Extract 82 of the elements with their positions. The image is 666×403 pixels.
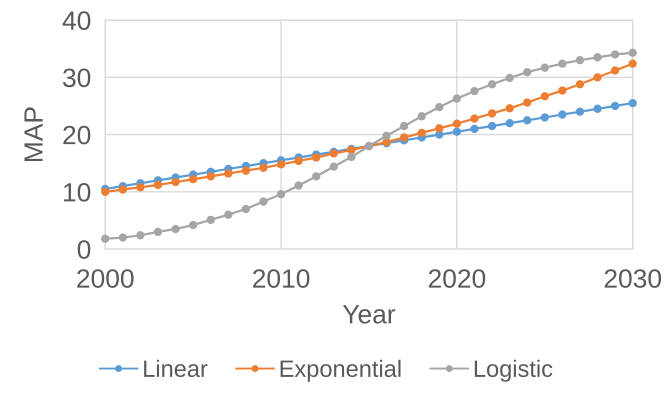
point xyxy=(628,59,637,68)
y-tick-label: 0 xyxy=(78,240,90,259)
point xyxy=(540,92,549,100)
point xyxy=(558,110,567,119)
point xyxy=(576,108,584,116)
point xyxy=(312,153,320,162)
point xyxy=(488,80,496,88)
point xyxy=(505,118,514,128)
point xyxy=(259,197,268,206)
point xyxy=(610,102,620,110)
point xyxy=(382,132,391,140)
point xyxy=(259,164,268,172)
point xyxy=(593,73,602,82)
point xyxy=(452,128,462,136)
point xyxy=(505,74,514,82)
x-tick-label: 2030 xyxy=(604,269,662,288)
point xyxy=(523,68,532,76)
legend-label: Exponential xyxy=(280,360,400,382)
y-tick-label: 20 xyxy=(63,126,90,144)
point xyxy=(188,175,198,184)
point xyxy=(294,181,303,190)
point xyxy=(452,120,462,128)
point xyxy=(593,53,602,62)
y-axis-title: MAP xyxy=(24,107,43,162)
point xyxy=(610,50,620,59)
x-tick-label: 2010 xyxy=(253,269,310,288)
point xyxy=(540,113,549,122)
point xyxy=(558,59,567,68)
point xyxy=(488,109,496,118)
point xyxy=(488,122,496,130)
point xyxy=(206,216,215,224)
point xyxy=(558,86,567,95)
y-tick-label: 40 xyxy=(62,11,90,30)
point xyxy=(294,156,303,166)
point xyxy=(576,56,584,64)
point xyxy=(312,172,320,181)
point xyxy=(136,183,145,192)
point xyxy=(347,152,356,162)
point xyxy=(540,63,549,72)
y-tick-label: 10 xyxy=(64,182,90,202)
point xyxy=(418,112,426,120)
point xyxy=(628,48,637,57)
point xyxy=(242,166,250,175)
legend-label: Logistic xyxy=(474,360,552,382)
point xyxy=(154,228,162,236)
point xyxy=(435,124,444,132)
point xyxy=(242,204,250,214)
point xyxy=(188,220,198,230)
point xyxy=(470,124,479,134)
point xyxy=(171,224,180,234)
point xyxy=(171,178,180,186)
point xyxy=(224,169,232,178)
point xyxy=(276,190,286,198)
point xyxy=(101,188,110,196)
point xyxy=(593,104,602,114)
point xyxy=(154,180,162,190)
point xyxy=(628,98,637,108)
point xyxy=(576,80,584,88)
point xyxy=(224,210,232,219)
point xyxy=(400,133,408,142)
point xyxy=(118,233,127,242)
point xyxy=(523,116,532,124)
point xyxy=(505,104,514,112)
point xyxy=(470,86,479,96)
x-axis-title: Year xyxy=(342,305,396,324)
point xyxy=(206,172,215,181)
point xyxy=(470,114,479,123)
point xyxy=(400,122,408,130)
point xyxy=(418,128,426,138)
point xyxy=(330,162,338,171)
point xyxy=(101,234,110,243)
point xyxy=(523,98,532,107)
point xyxy=(452,94,462,103)
point xyxy=(610,66,620,75)
point xyxy=(136,231,145,240)
point xyxy=(435,102,444,112)
legend-label: Linear xyxy=(144,360,208,378)
x-tick-label: 2000 xyxy=(77,269,134,288)
point xyxy=(118,185,127,194)
x-tick-label: 2020 xyxy=(428,269,486,288)
point xyxy=(276,160,286,169)
y-tick-label: 30 xyxy=(62,68,90,88)
